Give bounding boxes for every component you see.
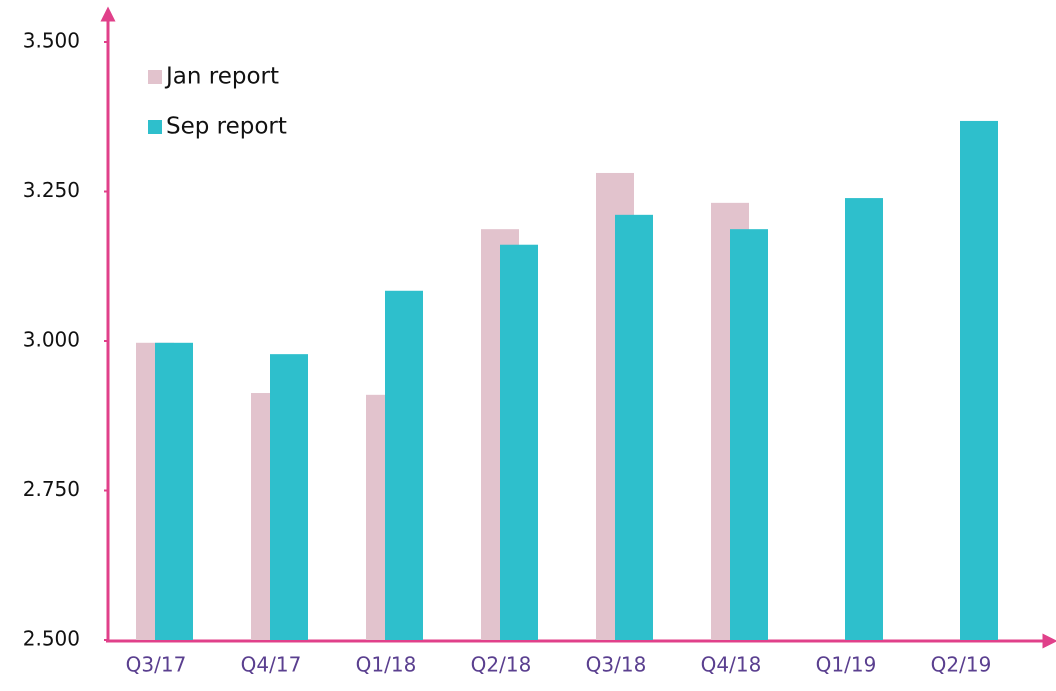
bar <box>845 198 883 640</box>
x-tick-label: Q1/19 <box>816 653 877 677</box>
y-tick-label: 3.250 <box>23 178 80 202</box>
bar <box>615 214 653 640</box>
bar <box>385 290 423 640</box>
y-tick-label: 3.500 <box>23 29 80 53</box>
bar <box>960 120 998 641</box>
x-tick-label: Q1/18 <box>356 653 417 677</box>
bar <box>270 354 308 640</box>
x-tick-label: Q4/17 <box>241 653 302 677</box>
x-tick-label: Q4/18 <box>701 653 762 677</box>
y-tick-label: 2.500 <box>23 627 80 651</box>
legend-swatch <box>148 120 162 134</box>
bar <box>730 229 768 640</box>
x-tick-label: Q2/19 <box>931 653 992 677</box>
bar <box>155 342 193 640</box>
legend-swatch <box>148 70 162 84</box>
x-tick-label: Q3/18 <box>586 653 647 677</box>
x-tick-label: Q3/17 <box>126 653 187 677</box>
legend-label: Sep report <box>166 114 287 140</box>
x-tick-label: Q2/18 <box>471 653 532 677</box>
bar <box>500 244 538 641</box>
y-tick-label: 3.000 <box>23 328 80 352</box>
legend-label: Jan report <box>164 64 279 90</box>
y-tick-label: 2.750 <box>23 477 80 501</box>
